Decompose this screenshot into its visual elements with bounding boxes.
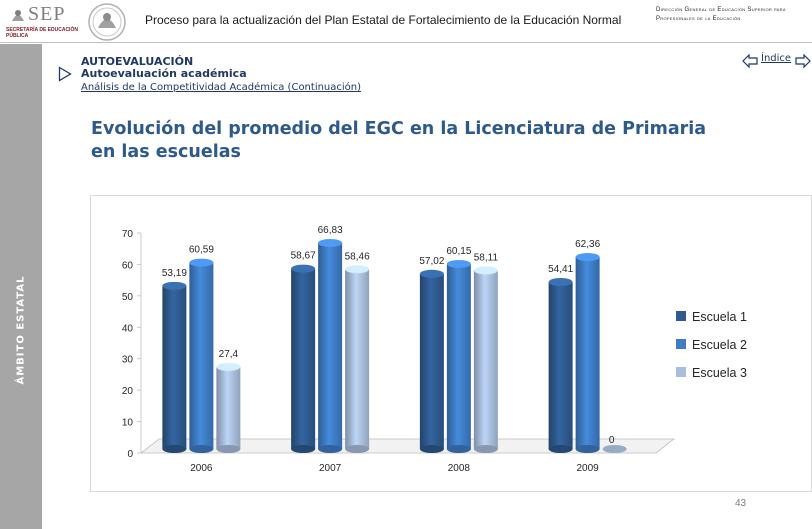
previous-arrow-icon[interactable]: [742, 54, 758, 68]
bar-escuela-1-2008: [419, 273, 444, 449]
x-tick-label: 2009: [577, 463, 600, 474]
section-title: AUTOEVALUACIÓN: [81, 55, 194, 68]
bar-base: [419, 445, 444, 453]
data-label: 27,4: [219, 349, 239, 360]
eagle-emblem-icon: [12, 10, 24, 21]
bar-top: [291, 264, 316, 273]
data-label: 58,46: [345, 251, 370, 262]
data-label: 57,02: [419, 256, 444, 267]
data-label: 60,59: [189, 245, 214, 256]
bar-base: [291, 445, 316, 453]
data-label: 58,67: [291, 251, 316, 262]
data-label: 62,36: [575, 239, 600, 250]
chart-heading: Evolución del promedio del EGC en la Lic…: [91, 119, 707, 162]
y-tick-label: 10: [122, 418, 134, 429]
x-tick-label: 2008: [448, 463, 471, 474]
x-tick-label: 2007: [319, 463, 342, 474]
bar-base: [318, 445, 343, 453]
y-tick-label: 30: [122, 355, 134, 366]
header-divider: [0, 42, 812, 43]
bar-chart: 0 10 20 30 40 50 60 70 53,19 60,59 27,4 2006 58,67 66…: [122, 225, 747, 474]
index-link[interactable]: Índice: [761, 53, 792, 64]
bar-top: [548, 277, 573, 286]
data-label: 60,15: [446, 246, 471, 257]
chart-floor: [139, 438, 676, 454]
legend-label: Escuela 1: [692, 310, 747, 324]
bar-escuela-2-2007: [318, 242, 343, 449]
page-number: 43: [735, 498, 747, 509]
document-title: Proceso para la actualización del Plan E…: [145, 13, 622, 27]
data-label: 54,41: [548, 264, 573, 275]
next-arrow-icon[interactable]: [795, 54, 811, 68]
bar-top: [318, 238, 343, 247]
bar-top: [446, 259, 471, 268]
breadcrumb-link[interactable]: Análisis de la Competitividad Académica …: [81, 82, 362, 93]
bar-top: [473, 266, 498, 275]
logo-subtitle: SECRETARÍA DE EDUCACIÓN PÚBLICA: [6, 27, 78, 39]
chart-container: 0 10 20 30 40 50 60 70 53,19 60,59 27,4 2006 58,67 66…: [90, 195, 812, 492]
bar-top: [575, 253, 600, 262]
legend-label: Escuela 3: [692, 366, 747, 380]
bar-escuela-1-2009: [548, 281, 573, 449]
bar-base-empty: [602, 445, 627, 453]
x-tick-label: 2006: [190, 463, 213, 474]
bar-escuela-3-2006: [216, 366, 241, 449]
legend-swatch: [676, 311, 686, 321]
y-tick-label: 40: [122, 323, 134, 334]
bar-escuela-3-2007: [345, 269, 370, 449]
data-label: 58,11: [474, 252, 499, 263]
bar-escuela-2-2006: [189, 262, 214, 449]
bar-base: [345, 445, 370, 453]
bar-escuela-3-2008: [473, 270, 498, 449]
bar-top: [345, 265, 370, 274]
bar-top: [419, 269, 444, 278]
sep-logo: SEP SECRETARÍA DE EDUCACIÓN PÚBLICA: [6, 3, 78, 41]
y-tick-label: 70: [122, 229, 134, 240]
bar-escuela-1-2006: [162, 285, 187, 449]
bar-top: [216, 362, 241, 371]
y-tick-label: 0: [127, 449, 133, 460]
bar-base: [548, 445, 573, 453]
y-tick-label: 50: [122, 292, 134, 303]
logo-text: SEP: [28, 3, 66, 25]
national-crest-icon: [88, 3, 126, 41]
sidebar-label: ÁMBITO ESTATAL: [15, 275, 27, 385]
legend-label: Escuela 2: [692, 338, 747, 352]
bar-base: [575, 445, 600, 453]
data-label: 53,19: [162, 268, 187, 279]
bar-escuela-2-2009: [575, 257, 600, 449]
bar-escuela-1-2007: [291, 268, 316, 449]
y-tick-label: 60: [122, 260, 134, 271]
bar-base: [473, 445, 498, 453]
sidebar: ÁMBITO ESTATAL: [0, 44, 42, 529]
play-arrow-icon: [58, 66, 72, 82]
bar-top: [162, 281, 187, 290]
data-label: 66,83: [318, 225, 343, 236]
bar-base: [189, 445, 214, 453]
section-subtitle: Autoevaluación académica: [81, 67, 247, 80]
bar-escuela-2-2008: [446, 263, 471, 449]
legend-swatch: [676, 367, 686, 377]
bar-base: [446, 445, 471, 453]
data-label: 0: [609, 435, 615, 446]
y-tick-label: 20: [122, 386, 134, 397]
bar-base: [216, 445, 241, 453]
legend-swatch: [676, 339, 686, 349]
direction-name: Dirección General de Educación Superior …: [656, 7, 786, 22]
bar-top: [189, 258, 214, 267]
bar-base: [162, 445, 187, 453]
